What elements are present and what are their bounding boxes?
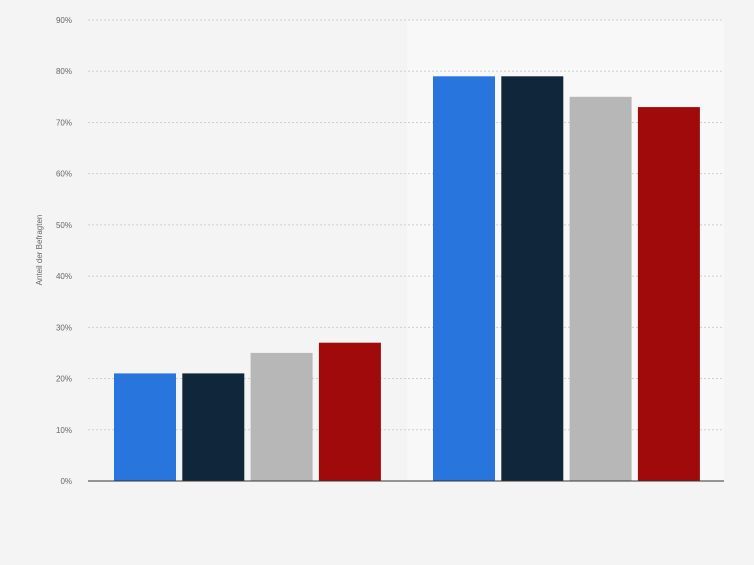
bar <box>433 76 495 482</box>
y-tick-label: 80% <box>56 67 72 76</box>
bar <box>250 352 313 481</box>
y-tick-label: 70% <box>56 118 72 127</box>
bar <box>114 373 176 481</box>
y-tick-label: 50% <box>56 221 72 230</box>
y-tick-label: 0% <box>60 477 72 486</box>
y-tick-label: 60% <box>56 170 72 179</box>
bar <box>637 107 700 481</box>
y-tick-label: 90% <box>56 16 72 25</box>
y-tick-label: 40% <box>56 272 72 281</box>
bar <box>182 373 245 481</box>
bar <box>569 96 632 482</box>
y-tick-label: 10% <box>56 426 72 435</box>
bar <box>501 76 564 482</box>
y-axis-ticks: 0% 10% 20% 30% 40% 50% 60% 70% 80% 90% <box>56 16 72 486</box>
bar <box>318 342 381 481</box>
y-axis-label: Anteil der Befragten <box>35 215 44 286</box>
y-tick-label: 30% <box>56 323 72 332</box>
bars <box>114 76 700 482</box>
y-tick-label: 20% <box>56 375 72 384</box>
